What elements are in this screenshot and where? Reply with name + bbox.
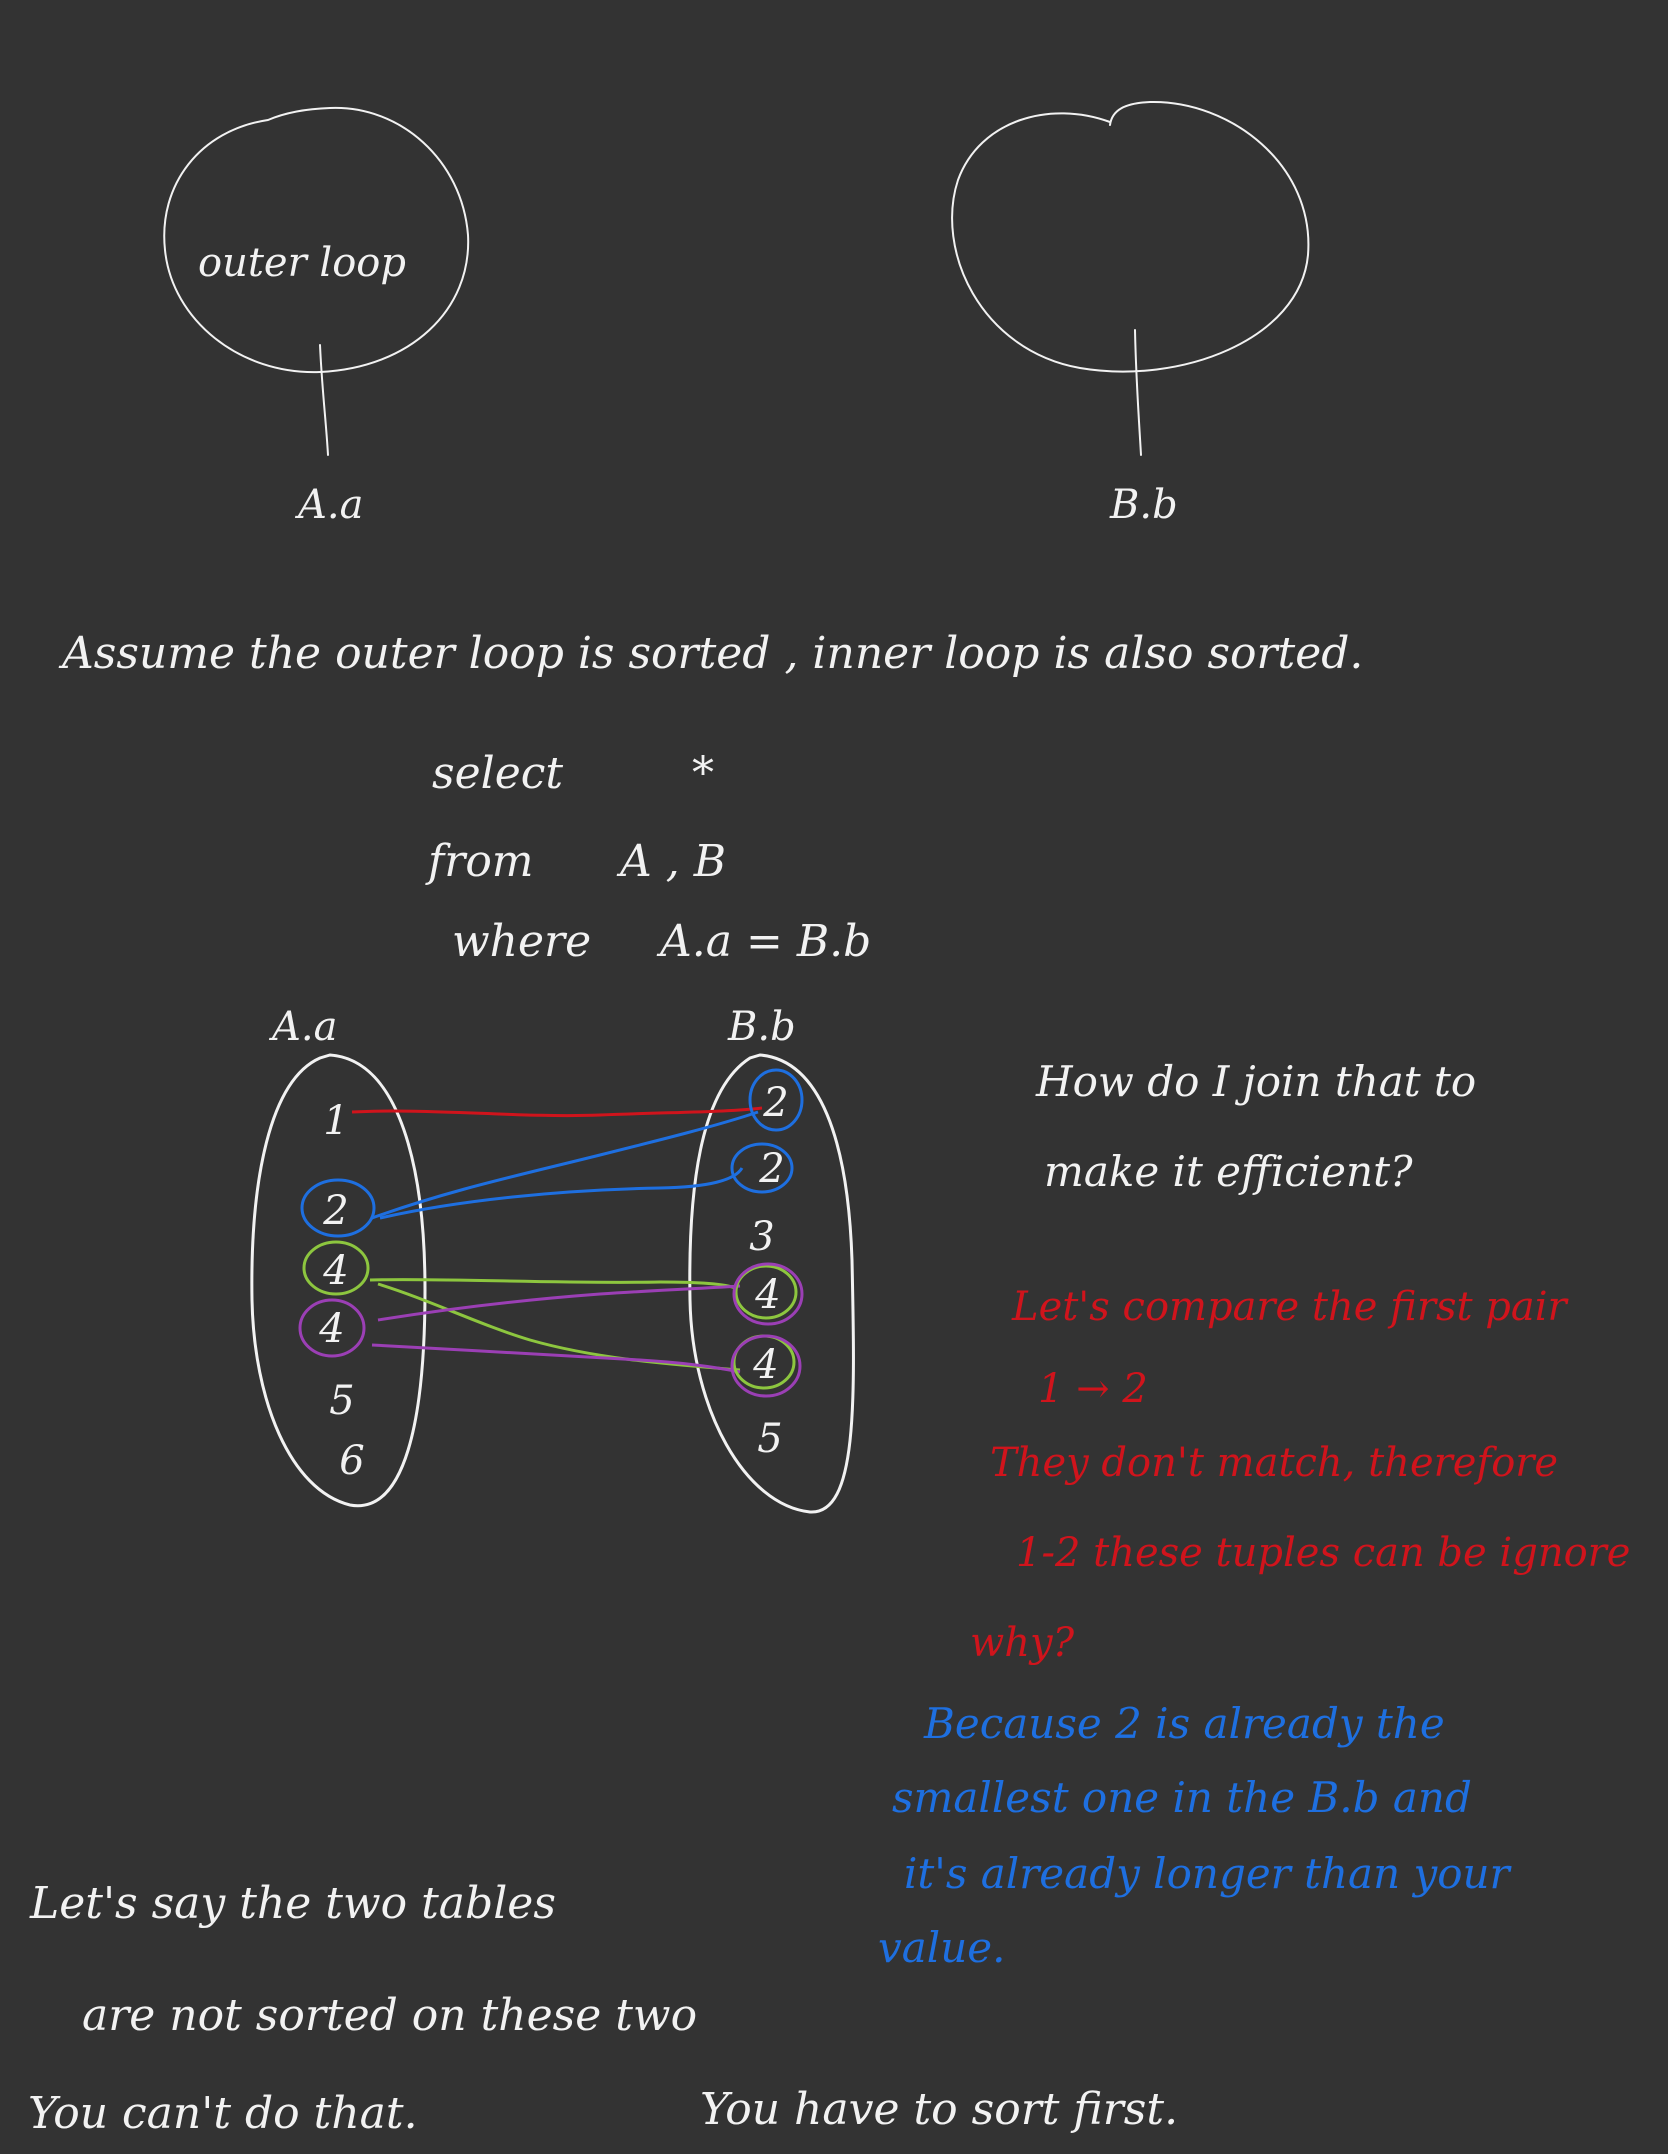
left-value: 4	[322, 1248, 348, 1294]
sql-query: select * from A , B where A.a = B.b	[425, 748, 871, 967]
outer-loop-circle	[163, 106, 470, 374]
left-column-header: A.a	[268, 1004, 337, 1050]
blue-note: Because 2 is already the smallest one in…	[878, 1699, 1513, 1972]
left-value: 6	[339, 1438, 364, 1484]
select-keyword: select	[432, 748, 563, 799]
purple-link-4b-to-4a	[377, 1284, 741, 1322]
left-value: 2	[322, 1188, 348, 1234]
red-note-line: Let's compare the first pair	[1011, 1284, 1570, 1330]
inner-loop-tree	[951, 100, 1310, 456]
join-diagram: A.a B.b 1 2 4 4 5 6 2	[250, 1004, 855, 1514]
from-keyword: from	[425, 836, 534, 887]
red-note-line: 1 → 2	[1038, 1366, 1148, 1412]
purple-circle-left-4	[298, 1298, 366, 1358]
inner-key-label: B.b	[1109, 482, 1178, 528]
purple-circle-right-4b	[730, 1334, 802, 1398]
from-value: A , B	[616, 836, 726, 887]
right-value: 3	[749, 1214, 774, 1260]
purple-circle-right-4a	[732, 1262, 804, 1326]
blue-note-line: value.	[878, 1923, 1005, 1972]
red-link-1-to-2	[351, 1106, 763, 1118]
outer-loop-stem	[319, 344, 329, 456]
question-line: How do I join that to	[1035, 1057, 1476, 1106]
inner-loop-circle	[951, 100, 1310, 373]
bottom-note-line: You have to sort first.	[700, 2084, 1178, 2135]
right-value: 2	[758, 1146, 784, 1192]
green-link-4a-to-4a	[369, 1278, 736, 1290]
blue-note-line: smallest one in the B.b and	[892, 1773, 1472, 1822]
red-note-line: why?	[970, 1620, 1075, 1666]
left-value: 4	[318, 1306, 344, 1352]
question-line: make it efficient?	[1044, 1147, 1413, 1196]
left-column-outline	[250, 1053, 427, 1508]
right-value: 4	[752, 1342, 778, 1388]
bottom-note-line: Let's say the two tables	[29, 1878, 556, 1929]
red-note-line: 1-2 these tuples can be ignore	[1016, 1530, 1630, 1576]
right-column-outline	[688, 1053, 855, 1514]
right-values: 2 2 3 4 4 5	[749, 1080, 788, 1462]
outer-loop-tree	[163, 106, 470, 456]
red-note: Let's compare the first pair 1 → 2 They …	[970, 1284, 1630, 1666]
outer-loop-label: outer loop	[198, 240, 406, 286]
right-column-header: B.b	[727, 1004, 796, 1050]
left-value: 5	[329, 1378, 354, 1424]
blue-circle-right-2b	[730, 1142, 794, 1194]
outer-key-label: A.a	[294, 482, 363, 528]
left-values: 1 2 4 4 5 6	[318, 1098, 364, 1484]
blue-circle-right-2a	[748, 1068, 804, 1132]
blue-link-2-to-2a	[371, 1110, 759, 1220]
select-value: *	[692, 748, 714, 799]
bottom-note-line: You can't do that.	[28, 2088, 418, 2139]
inner-loop-stem	[1134, 329, 1142, 456]
question-note: How do I join that to make it efficient?	[1035, 1057, 1476, 1196]
green-link-4a-to-4b	[377, 1282, 741, 1372]
right-value: 4	[754, 1272, 780, 1318]
right-value: 5	[757, 1416, 782, 1462]
blue-circle-left-2	[300, 1178, 376, 1238]
bottom-note-line: are not sorted on these two	[82, 1990, 697, 2041]
red-note-line: They don't match, therefore	[990, 1440, 1558, 1486]
right-value: 2	[762, 1080, 788, 1126]
blue-note-line: it's already longer than your	[904, 1849, 1513, 1898]
bottom-note: Let's say the two tables are not sorted …	[28, 1878, 1178, 2139]
green-circle-right-4a	[734, 1264, 798, 1320]
where-keyword: where	[452, 916, 591, 967]
blue-note-line: Because 2 is already the	[923, 1699, 1445, 1748]
left-value: 1	[323, 1098, 348, 1144]
purple-link-4b-to-4b	[371, 1343, 741, 1374]
green-circle-left-4	[302, 1240, 370, 1296]
blue-link-2-to-2b	[379, 1167, 744, 1220]
where-value: A.a = B.b	[656, 916, 871, 967]
assumption-text: Assume the outer loop is sorted , inner …	[58, 628, 1363, 679]
